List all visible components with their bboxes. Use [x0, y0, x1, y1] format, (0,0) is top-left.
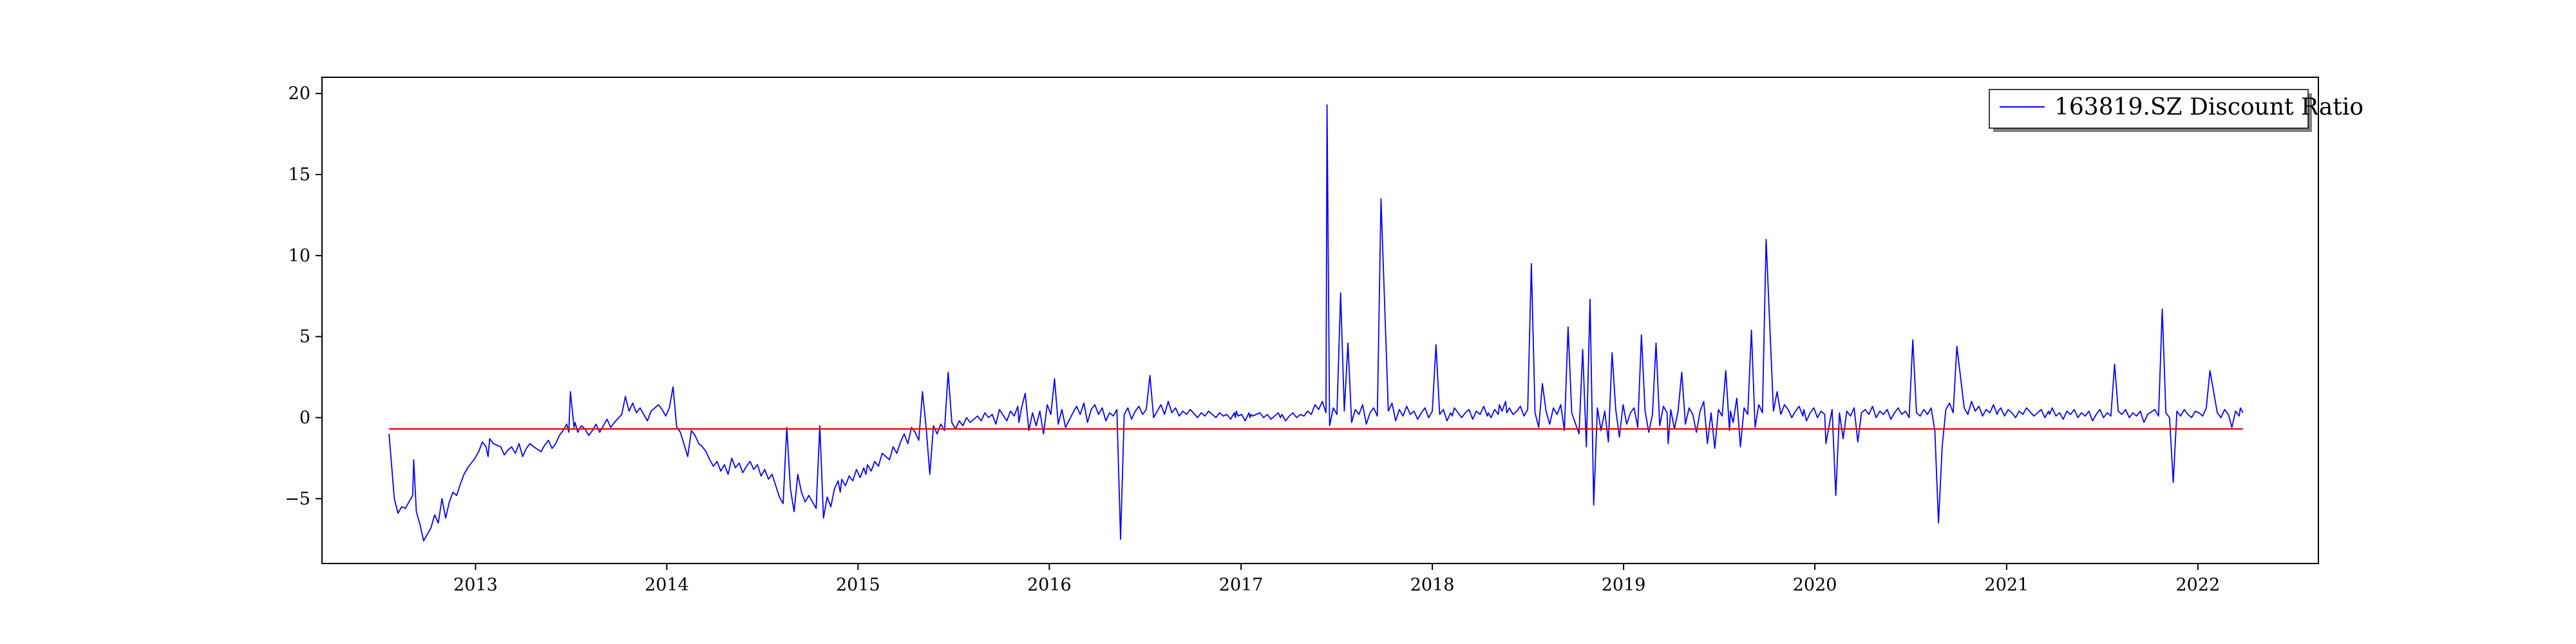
series-layer: [388, 104, 2244, 542]
series-line-discount-ratio: [388, 104, 2244, 542]
y-tick-label: 15: [289, 165, 310, 185]
x-tick-label: 2014: [645, 575, 689, 595]
legend-entry-label: 163819.SZ Discount Ratio: [2054, 94, 2363, 120]
x-tick-label: 2013: [453, 575, 498, 595]
x-tick-label: 2021: [1985, 575, 2029, 595]
x-tick-label: 2020: [1793, 575, 1837, 595]
y-tick-label: 0: [299, 408, 310, 428]
x-tick-label: 2017: [1219, 575, 1264, 595]
axes-frame: [321, 77, 2319, 564]
x-tick-label: 2022: [2176, 575, 2221, 595]
y-tick-label: 5: [299, 327, 310, 347]
legend-box: [1989, 89, 2309, 129]
y-tick-label: −5: [285, 489, 310, 509]
plot-area: [321, 77, 2319, 564]
legend: 163819.SZ Discount Ratio: [1989, 89, 2363, 132]
x-tick-label: 2016: [1027, 575, 1072, 595]
x-tick-label: 2018: [1410, 575, 1455, 595]
x-axis: 2013 2014 2015 2016 2017 2018 2019 2020 2021 2022: [453, 564, 2220, 595]
y-tick-label: 10: [289, 246, 310, 266]
y-axis: −5 0 5 10 15 20: [285, 84, 322, 509]
x-tick-label: 2019: [1602, 575, 1646, 595]
y-tick-label: 20: [289, 84, 310, 104]
x-tick-label: 2015: [836, 575, 880, 595]
